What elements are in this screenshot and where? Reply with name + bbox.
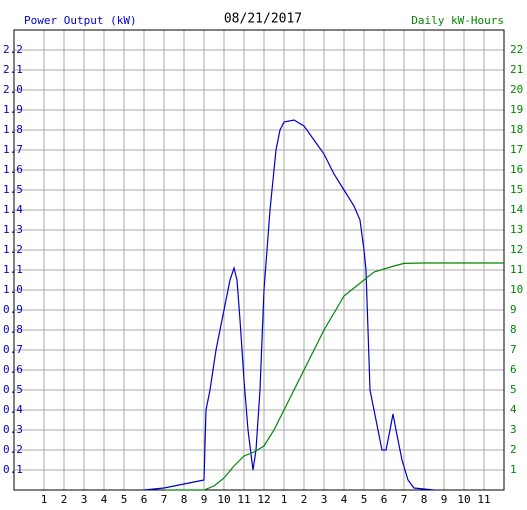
y2-tick-label: 9 <box>510 303 517 316</box>
x-tick-label: 5 <box>361 493 368 506</box>
y-tick-label: 1.3 <box>3 223 23 236</box>
x-tick-label: 6 <box>381 493 388 506</box>
y2-tick-label: 19 <box>510 103 523 116</box>
y2-tick-label: 6 <box>510 363 517 376</box>
y2-tick-label: 4 <box>510 403 517 416</box>
x-tick-label: 1 <box>281 493 288 506</box>
y-tick-label: 0.2 <box>3 443 23 456</box>
y-tick-label: 1.1 <box>3 263 23 276</box>
y2-tick-label: 22 <box>510 43 523 56</box>
x-tick-label: 5 <box>121 493 128 506</box>
x-tick-label: 3 <box>321 493 328 506</box>
y-tick-label: 1.8 <box>3 123 23 136</box>
y-tick-label: 0.7 <box>3 343 23 356</box>
y-tick-label: 2.1 <box>3 63 23 76</box>
x-tick-label: 8 <box>421 493 428 506</box>
y2-tick-label: 12 <box>510 243 523 256</box>
plot-border <box>13 29 505 491</box>
y-tick-label: 1.4 <box>3 203 23 216</box>
y-tick-label: 1.6 <box>3 163 23 176</box>
x-tick-label: 2 <box>61 493 68 506</box>
y-tick-label: 1.5 <box>3 183 23 196</box>
x-tick-label: 6 <box>141 493 148 506</box>
y2-tick-label: 3 <box>510 423 517 436</box>
y-tick-label: 1.7 <box>3 143 23 156</box>
y-tick-label: 2.2 <box>3 43 23 56</box>
y2-tick-label: 17 <box>510 143 523 156</box>
chart-title: 08/21/2017 <box>224 12 302 27</box>
x-tick-label: 11 <box>237 493 250 506</box>
y2-tick-label: 15 <box>510 183 523 196</box>
x-tick-label: 11 <box>477 493 490 506</box>
x-tick-label: 1 <box>41 493 48 506</box>
x-tick-label: 9 <box>201 493 208 506</box>
series-line <box>164 262 504 491</box>
x-tick-label: 10 <box>457 493 470 506</box>
y2-tick-label: 20 <box>510 83 523 96</box>
y-tick-label: 0.6 <box>3 363 23 376</box>
y2-tick-label: 14 <box>510 203 524 216</box>
y2-tick-label: 10 <box>510 283 523 296</box>
y-tick-label: 0.4 <box>3 403 23 416</box>
y-tick-label: 1.9 <box>3 103 23 116</box>
x-tick-label: 4 <box>101 493 108 506</box>
y2-tick-label: 16 <box>510 163 523 176</box>
y-tick-label: 0.8 <box>3 323 23 336</box>
y2-tick-label: 18 <box>510 123 523 136</box>
x-tick-label: 10 <box>217 493 230 506</box>
x-tick-label: 8 <box>181 493 188 506</box>
x-tick-label: 9 <box>441 493 448 506</box>
y2-tick-label: 11 <box>510 263 523 276</box>
y2-tick-label: 21 <box>510 63 523 76</box>
y-axis-title: Power Output (kW) <box>24 14 137 27</box>
y2-tick-label: 8 <box>510 323 517 336</box>
y-tick-label: 0.5 <box>3 383 23 396</box>
y-tick-label: 1.2 <box>3 243 23 256</box>
y2-tick-label: 2 <box>510 443 517 456</box>
y-tick-label: 0.3 <box>3 423 23 436</box>
y2-tick-label: 7 <box>510 343 517 356</box>
x-tick-label: 3 <box>81 493 88 506</box>
y2-tick-label: 5 <box>510 383 517 396</box>
y-tick-label: 2.0 <box>3 83 23 96</box>
y2-axis-title: Daily kW-Hours <box>411 14 504 27</box>
x-tick-label: 4 <box>341 493 348 506</box>
y-tick-label: 0.9 <box>3 303 23 316</box>
x-tick-label: 7 <box>401 493 408 506</box>
y-tick-label: 0.1 <box>3 463 23 476</box>
y-tick-label: 1.0 <box>3 283 23 296</box>
series-line <box>143 119 435 491</box>
x-tick-label: 7 <box>161 493 168 506</box>
y2-tick-label: 1 <box>510 463 517 476</box>
x-tick-label: 2 <box>301 493 308 506</box>
x-tick-label: 12 <box>257 493 270 506</box>
y2-tick-label: 13 <box>510 223 523 236</box>
